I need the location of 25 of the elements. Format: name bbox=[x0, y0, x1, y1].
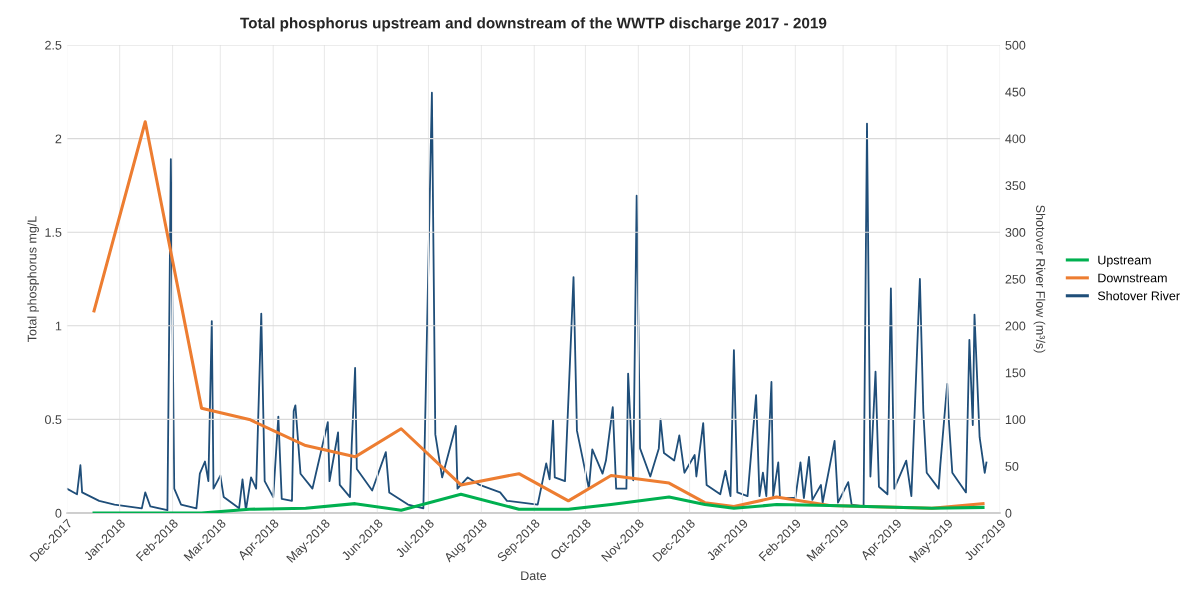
y-tick-label: 2.5 bbox=[45, 40, 62, 50]
y2-tick-label: 450 bbox=[1005, 87, 1026, 97]
y-axis-title: Total phosphorus mg/L bbox=[27, 216, 39, 342]
y2-tick-label: 400 bbox=[1005, 134, 1026, 144]
y2-tick-label: 200 bbox=[1005, 321, 1026, 331]
y2-tick-label: 250 bbox=[1005, 274, 1026, 284]
legend-label: Upstream bbox=[1098, 255, 1151, 267]
chart-title: Total phosphorus upstream and downstream of the WWTP discharge 2017 - 2019 bbox=[240, 17, 827, 32]
legend-label: Downstream bbox=[1098, 273, 1167, 283]
y2-tick-label: 150 bbox=[1005, 368, 1026, 378]
y-tick-label: 1 bbox=[55, 321, 62, 331]
y2-tick-label: 50 bbox=[1005, 462, 1019, 471]
y2-tick-label: 500 bbox=[1005, 40, 1026, 50]
x-axis-title: Date bbox=[521, 571, 547, 581]
y-tick-label: 2 bbox=[55, 134, 62, 144]
line-series bbox=[92, 492, 985, 513]
y-tick-label: 1.5 bbox=[45, 228, 62, 237]
y-tick-label: 0.5 bbox=[45, 415, 62, 425]
y-tick-label: 0 bbox=[55, 508, 62, 518]
y2-tick-label: 300 bbox=[1005, 228, 1026, 237]
legend-label: Shotover River bbox=[1097, 291, 1180, 301]
y2-tick-label: 100 bbox=[1005, 415, 1026, 425]
y2-axis-title: Shotover River Flow (m³/s) bbox=[1033, 205, 1046, 353]
y2-tick-label: 350 bbox=[1005, 181, 1026, 191]
y2-tick-label: 0 bbox=[1005, 508, 1012, 518]
